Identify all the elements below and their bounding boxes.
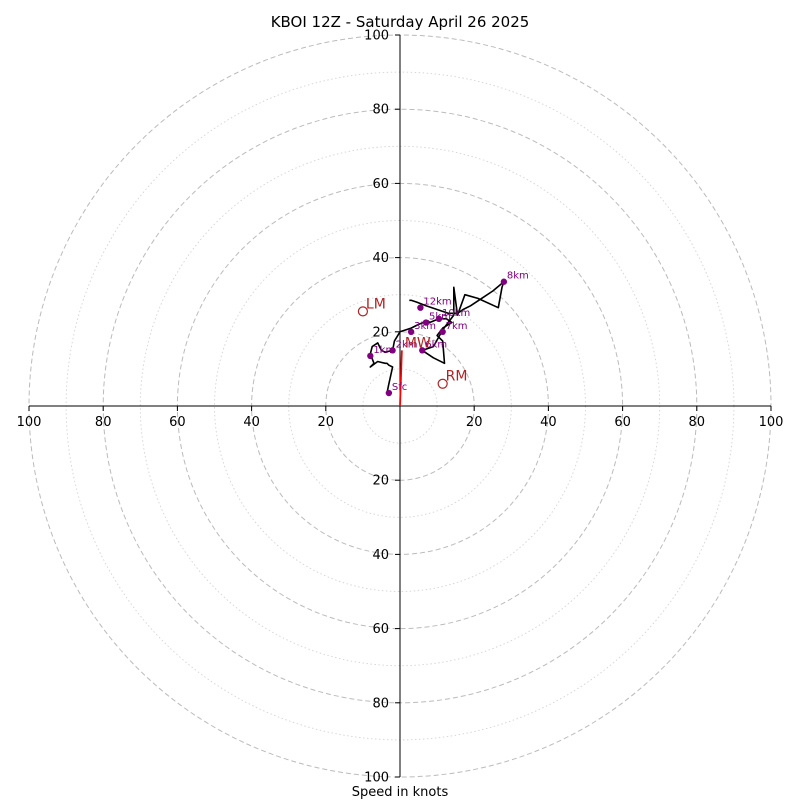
x-tick-label: 80	[689, 415, 706, 430]
y-tick-label: 100	[364, 29, 389, 44]
height-point	[417, 304, 424, 311]
height-point-label: 8km	[507, 271, 529, 282]
y-tick-label: 20	[372, 325, 389, 340]
x-tick-label: 60	[169, 415, 186, 430]
height-point	[389, 347, 396, 354]
height-point-label: 2km	[396, 339, 418, 350]
height-point	[435, 315, 443, 323]
x-tick-label: 60	[614, 415, 631, 430]
height-point	[422, 319, 430, 326]
axis-ticks: 100 100 80 80 60 60 40 40 20 20 20 20 40 40 60 60 80 80 10…	[17, 29, 784, 786]
storm-motion-marker	[437, 378, 448, 389]
x-tick-label: 40	[243, 415, 260, 430]
y-tick-label: 20	[372, 474, 389, 489]
height-point-label: 7km	[446, 321, 468, 332]
hodograph-trace	[369, 280, 505, 394]
x-tick-label: 20	[466, 415, 483, 430]
height-point-label: 3km	[414, 321, 436, 332]
height-point	[500, 278, 508, 285]
y-tick-label: 80	[372, 103, 389, 118]
storm-motion-vector	[399, 350, 403, 407]
height-point	[385, 389, 393, 397]
height-point-label: 1km	[373, 345, 395, 356]
height-point-label: 10km	[442, 308, 470, 319]
height-point	[407, 328, 415, 335]
storm-motion-markers: LM RM MW	[357, 296, 468, 389]
storm-motion-label: MW	[405, 335, 431, 351]
x-tick-label: 80	[95, 415, 112, 430]
height-point	[367, 352, 374, 360]
x-tick-label: 20	[318, 415, 335, 430]
storm-motion-label: LM	[366, 296, 386, 312]
height-point-label: 6km	[425, 339, 447, 350]
height-point-label: Sfc	[392, 382, 407, 393]
x-tick-label: 100	[759, 415, 784, 430]
x-axis-label: Speed in knots	[352, 785, 449, 800]
height-point-label: 12km	[423, 297, 451, 308]
y-tick-label: 40	[372, 548, 389, 563]
y-tick-label: 80	[372, 696, 389, 711]
y-tick-label: 60	[372, 177, 389, 192]
storm-motion-label: RM	[446, 369, 468, 385]
y-tick-label: 40	[372, 251, 389, 266]
chart-title: KBOI 12Z - Saturday April 26 2025	[271, 13, 530, 31]
y-tick-label: 60	[372, 622, 389, 637]
height-point	[419, 347, 426, 354]
hodograph-trace-group	[369, 280, 505, 407]
y-tick-label: 100	[364, 771, 389, 786]
height-point	[439, 328, 446, 335]
x-tick-label: 40	[540, 415, 557, 430]
storm-motion-marker	[357, 306, 368, 317]
x-tick-label: 100	[17, 415, 42, 430]
height-points: Sfc1km2km3km5km6km7km8km10km12km	[367, 271, 529, 397]
